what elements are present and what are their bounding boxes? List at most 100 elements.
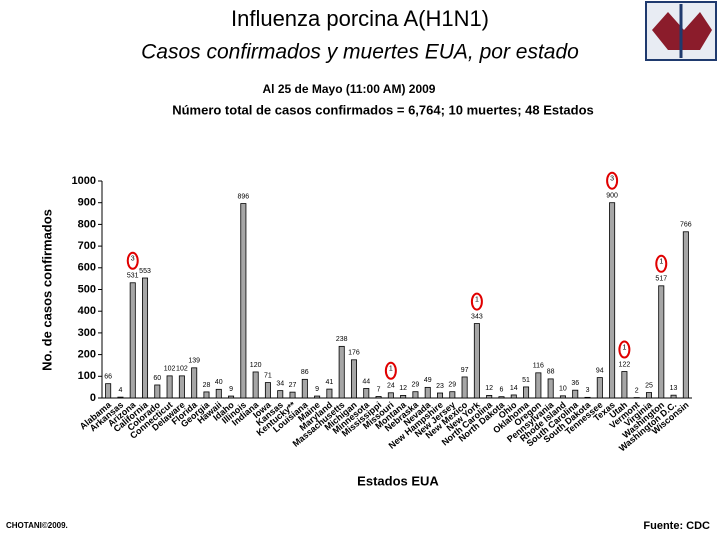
death-count: 1 xyxy=(622,344,626,351)
value-label: 27 xyxy=(289,382,297,389)
bar xyxy=(572,389,579,399)
value-label: 553 xyxy=(139,268,151,275)
bar xyxy=(437,392,444,399)
chart-subtitle: Número total de casos confirmados = 6,76… xyxy=(172,102,594,117)
value-label: 23 xyxy=(436,383,444,390)
y-tick-label: 100 xyxy=(78,370,96,382)
death-count: 1 xyxy=(659,259,663,266)
bar xyxy=(166,375,173,399)
bar xyxy=(301,378,308,399)
value-label: 517 xyxy=(655,276,667,283)
bar xyxy=(609,202,616,399)
bar xyxy=(498,396,505,399)
bar xyxy=(645,392,652,399)
bar xyxy=(449,391,456,399)
bar xyxy=(486,394,493,399)
bar xyxy=(412,391,419,399)
value-label: 44 xyxy=(362,378,370,385)
bar xyxy=(523,386,530,399)
bar xyxy=(350,359,357,399)
value-label: 343 xyxy=(471,313,483,320)
bar xyxy=(277,390,284,399)
value-label: 41 xyxy=(325,379,333,386)
y-tick-label: 500 xyxy=(78,283,96,295)
bar xyxy=(547,378,554,399)
value-label: 24 xyxy=(387,383,395,390)
bar xyxy=(178,375,185,399)
value-label: 6 xyxy=(500,387,504,394)
bar xyxy=(375,396,382,399)
bar xyxy=(252,371,259,399)
bar xyxy=(289,391,296,399)
value-label: 13 xyxy=(670,385,678,392)
slide-subtitle: Casos confirmados y muertes EUA, por est… xyxy=(141,41,579,64)
bar xyxy=(473,323,480,399)
bar xyxy=(682,231,689,399)
value-label: 12 xyxy=(399,385,407,392)
slide-title: Influenza porcina A(H1N1) xyxy=(231,6,489,31)
bar xyxy=(203,391,210,399)
value-label: 34 xyxy=(276,380,284,387)
value-label: 2 xyxy=(635,387,639,394)
bar xyxy=(596,377,603,399)
footer-right: Fuente: CDC xyxy=(643,520,710,532)
value-label: 36 xyxy=(571,380,579,387)
value-label: 102 xyxy=(176,366,188,373)
death-marker xyxy=(126,251,139,270)
bar xyxy=(215,388,222,399)
y-tick-label: 800 xyxy=(78,218,96,230)
bar xyxy=(228,395,235,399)
bar xyxy=(105,383,112,399)
bar xyxy=(191,367,198,399)
bar xyxy=(387,392,394,399)
value-label: 97 xyxy=(461,367,469,374)
y-tick-label: 400 xyxy=(78,305,96,317)
value-label: 7 xyxy=(377,386,381,393)
y-tick-label: 900 xyxy=(78,197,96,209)
death-marker xyxy=(606,171,619,190)
death-count: 3 xyxy=(131,256,135,263)
death-marker xyxy=(384,361,397,380)
value-label: 766 xyxy=(680,222,692,229)
death-marker xyxy=(618,340,631,359)
value-label: 116 xyxy=(533,363,544,370)
value-label: 29 xyxy=(448,382,456,389)
value-label: 86 xyxy=(301,369,309,376)
bar xyxy=(154,384,161,399)
bar xyxy=(117,396,124,399)
value-label: 9 xyxy=(315,386,319,393)
bar xyxy=(338,345,345,399)
bar xyxy=(510,394,517,399)
value-label: 94 xyxy=(596,367,604,374)
value-label: 60 xyxy=(153,375,161,382)
value-label: 28 xyxy=(203,382,211,389)
bar xyxy=(129,282,136,399)
value-label: 122 xyxy=(619,361,631,368)
value-label: 51 xyxy=(522,377,530,384)
y-tick-label: 0 xyxy=(90,392,96,404)
value-label: 66 xyxy=(104,374,112,381)
bar xyxy=(559,395,566,399)
value-label: 12 xyxy=(485,385,493,392)
bar xyxy=(314,395,321,399)
bar xyxy=(363,388,370,399)
bar xyxy=(424,386,431,399)
x-axis-label: Estados EUA xyxy=(357,473,439,488)
value-label: 88 xyxy=(547,369,555,376)
value-label: 238 xyxy=(336,336,348,343)
value-label: 120 xyxy=(250,362,262,369)
y-tick-label: 600 xyxy=(78,262,96,274)
value-label: 176 xyxy=(348,350,360,357)
bar xyxy=(584,396,591,399)
bar xyxy=(264,382,271,399)
value-label: 3 xyxy=(586,387,590,394)
y-axis-label: No. de casos confirmados xyxy=(39,209,54,371)
bar xyxy=(240,203,247,399)
value-label: 40 xyxy=(215,379,223,386)
death-count: 1 xyxy=(475,296,479,303)
value-label: 531 xyxy=(127,273,139,280)
value-label: 14 xyxy=(510,385,518,392)
value-label: 900 xyxy=(606,193,618,200)
